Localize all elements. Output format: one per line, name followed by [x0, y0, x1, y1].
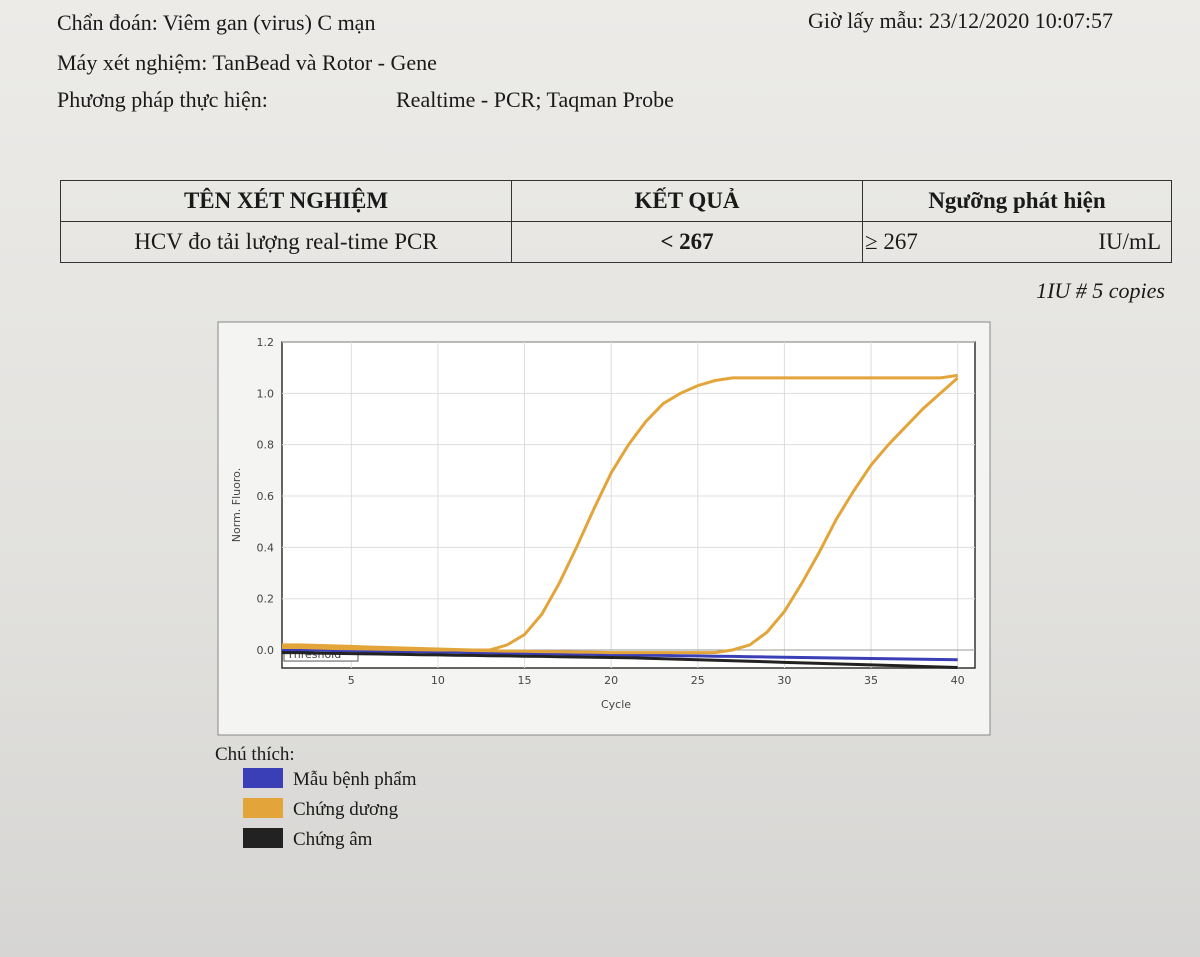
legend-swatch [243, 768, 283, 788]
legend-swatch [243, 828, 283, 848]
x-tick-label: 25 [691, 674, 705, 687]
method-value: Realtime - PCR; Taqman Probe [396, 87, 674, 112]
x-tick-label: 40 [951, 674, 965, 687]
x-tick-label: 10 [431, 674, 445, 687]
cell: IU/mL [998, 221, 1172, 263]
series-line [282, 373, 958, 652]
series-line [282, 648, 958, 662]
series-line [282, 651, 958, 669]
sample-time: Giờ lấy mẫu: 23/12/2020 10:07:57 [808, 8, 1113, 33]
cell: ≥ 267 [861, 221, 999, 263]
plot-area [281, 341, 976, 669]
y-tick-label: 0.8 [257, 439, 275, 452]
x-tick-label: 15 [518, 674, 532, 687]
x-tick-label: 5 [348, 674, 355, 687]
legend-label: Chứng âm [293, 829, 373, 850]
y-axis-label: Norm. Fluoro. [230, 468, 243, 542]
cell: < 267 [511, 221, 863, 263]
legend-title: Chú thích: [215, 744, 295, 765]
x-axis-label: Cycle [601, 698, 631, 711]
result-table: TÊN XÉT NGHIỆM KẾT QUẢ Ngưỡng phát hiện … [60, 180, 1172, 263]
x-tick-label: 35 [864, 674, 878, 687]
y-tick-label: 0.0 [257, 644, 275, 657]
y-tick-label: 0.6 [257, 490, 275, 503]
note: 1IU # 5 copies [1036, 278, 1165, 303]
legend-swatch [243, 798, 283, 818]
cell: HCV đo tải lượng real-time PCR [60, 221, 512, 263]
method-label: Phương pháp thực hiện: [57, 87, 268, 112]
diagnosis: Chẩn đoán: Viêm gan (virus) C mạn [57, 10, 376, 35]
y-tick-label: 0.4 [257, 541, 275, 554]
y-tick-label: 0.2 [257, 593, 275, 606]
series-line [282, 376, 959, 655]
x-tick-label: 30 [777, 674, 791, 687]
y-tick-label: 1.2 [257, 336, 275, 349]
y-tick-label: 1.0 [257, 387, 275, 400]
machine: Máy xét nghiệm: TanBead và Rotor - Gene [57, 50, 437, 75]
x-tick-label: 20 [604, 674, 618, 687]
header-cell: TÊN XÉT NGHIỆM [60, 180, 512, 222]
legend-label: Mẫu bệnh phẩm [293, 769, 417, 790]
legend-label: Chứng dương [293, 799, 399, 820]
